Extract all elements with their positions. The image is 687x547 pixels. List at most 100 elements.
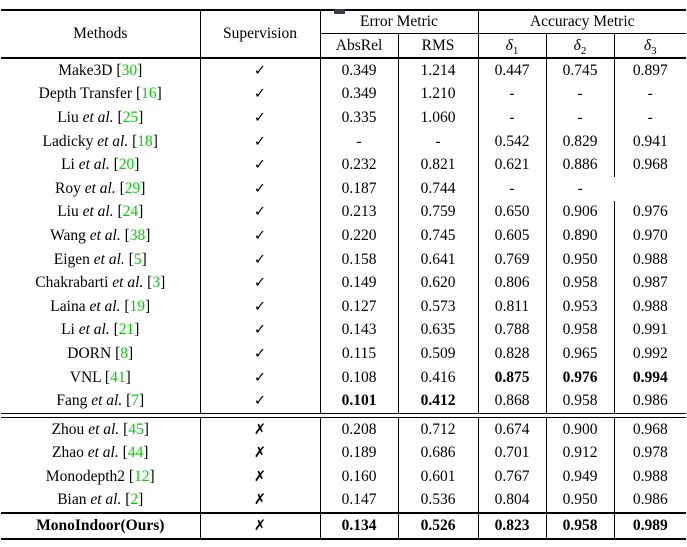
value-cell: 0.509 [397,342,478,366]
method-cell: Laina et al. [19] [1,295,200,319]
header-row-metrics: AbsRel RMS δ1 δ2 δ3 [1,33,687,58]
value-cell: 1.210 [397,82,478,107]
check-mark: ✓ [199,58,320,83]
etal-label: et al. [87,392,123,410]
value-cell: 0.806 [477,271,546,295]
value-cell: 0.712 [397,417,478,442]
value-cell: 0.986 [613,389,687,414]
citation: [3] [143,274,166,292]
citation-number: 24 [122,203,139,221]
value-cell: 1.060 [397,106,478,130]
col-header-accuracy-metric: Accuracy Metric [477,10,687,34]
citation: [5] [124,250,147,268]
etal-label: et al. [83,444,119,462]
citation-number: 29 [124,179,141,197]
value-cell: 0.988 [613,247,687,272]
value-cell: 0.686 [397,441,478,466]
value-cell: - [613,82,687,107]
table-body: Make3D [30] ✓ 0.349 1.214 0.447 0.745 0.897 Dep… [1,58,687,539]
method-name: Roy [55,179,81,197]
etal-label: et al. [74,321,110,339]
method-cell: Eigen et al. [5] [1,248,200,272]
value-cell: 0.744 [397,176,478,201]
cross-mark: ✗ [199,512,320,539]
method-cell: Zhou et al. [45] [1,417,200,441]
check-mark: ✓ [199,389,320,414]
value-cell: 0.978 [613,441,687,466]
value-cell: 0.828 [477,342,546,366]
method-cell: Liu et al. [24] [1,201,200,225]
value-cell: 0.987 [613,271,687,295]
etal-label: et al. [89,250,125,268]
table-row: Zhao et al. [44] ✗ 0.189 0.686 0.701 0.912 0.9… [1,441,687,466]
value-cell: 0.620 [397,271,478,295]
value-cell: - [545,82,614,107]
value-cell: - [397,129,478,154]
value-cell: 0.542 [477,129,546,154]
citation: [24] [113,203,144,221]
method-name: Li [61,321,75,339]
check-mark: ✓ [199,176,320,201]
citation: [18] [128,132,158,150]
value-cell: 0.912 [545,441,614,466]
citation-number: 18 [137,132,153,150]
value-cell: 0.213 [319,200,398,225]
value-cell: 0.635 [397,318,478,343]
value-cell: 0.906 [545,200,614,225]
table-row: Laina et al. [19] ✓ 0.127 0.573 0.811 0.953 0.… [1,294,687,319]
table-row: DORN [8] ✓ 0.115 0.509 0.828 0.965 0.992 [1,342,687,366]
table-row: VNL [41] ✓ 0.108 0.416 0.875 0.976 0.994 [1,365,687,390]
method-name: VNL [69,368,102,386]
value-cell: 0.573 [397,294,478,319]
value-cell: 0.605 [477,224,546,248]
citation: [12] [125,467,155,485]
value-cell: 0.989 [613,512,687,539]
citation-number: 2 [130,491,139,509]
method-name: Laina [50,297,86,315]
value-cell: 0.868 [477,389,546,414]
value-cell: 0.970 [613,224,687,248]
etal-label: et al. [80,179,116,197]
value-cell: 0.992 [613,342,687,366]
citation: [19] [120,297,151,315]
citation-number: 44 [127,444,144,462]
citation-number: 19 [129,297,146,315]
value-cell: 0.897 [613,58,687,83]
value-cell: 0.976 [545,365,614,390]
etal-label: et al. [74,156,110,174]
caption-text-fragment [334,9,345,14]
value-cell: 0.875 [477,365,546,390]
value-cell: 0.189 [319,441,398,466]
value-cell: 0.335 [319,106,398,130]
citation-number: 16 [141,85,157,103]
method-name: Eigen [53,250,90,268]
value-cell: 0.986 [613,488,687,514]
double-rule [1,412,687,418]
value-cell: 0.950 [545,247,614,272]
value-cell: 0.745 [545,58,614,83]
value-cell: 0.949 [545,465,614,489]
value-cell: 0.526 [397,512,478,539]
table-row: Make3D [30] ✓ 0.349 1.214 0.447 0.745 0.897 [1,58,687,83]
header-row-groups: Methods Supervision Error Metric Accurac… [1,10,687,58]
value-cell: - [477,176,546,201]
check-mark: ✓ [199,82,320,107]
method-name: Liu [57,203,79,221]
check-mark: ✓ [199,294,320,319]
table-row: Eigen et al. [5] ✓ 0.158 0.641 0.769 0.950 0.9… [1,247,687,272]
method-cell: Wang et al. [38] [1,224,200,248]
value-cell: 0.804 [477,488,546,514]
value-cell: 0.134 [319,512,398,539]
method-cell: Bian et al. [2] [1,489,200,514]
value-cell: 0.412 [397,389,478,414]
citation-number: 45 [128,420,144,438]
value-cell: 0.829 [545,129,614,154]
cross-mark: ✗ [199,441,320,466]
method-cell: Monodepth2 [12] [1,465,200,489]
citation-number: 25 [122,108,139,126]
table-row: Liu et al. [24] ✓ 0.213 0.759 0.650 0.906 0.97… [1,200,687,225]
citation-number: 41 [110,368,126,386]
etal-label: et al. [108,274,144,292]
value-cell: - [613,106,687,130]
value-cell: 0.811 [477,294,546,319]
